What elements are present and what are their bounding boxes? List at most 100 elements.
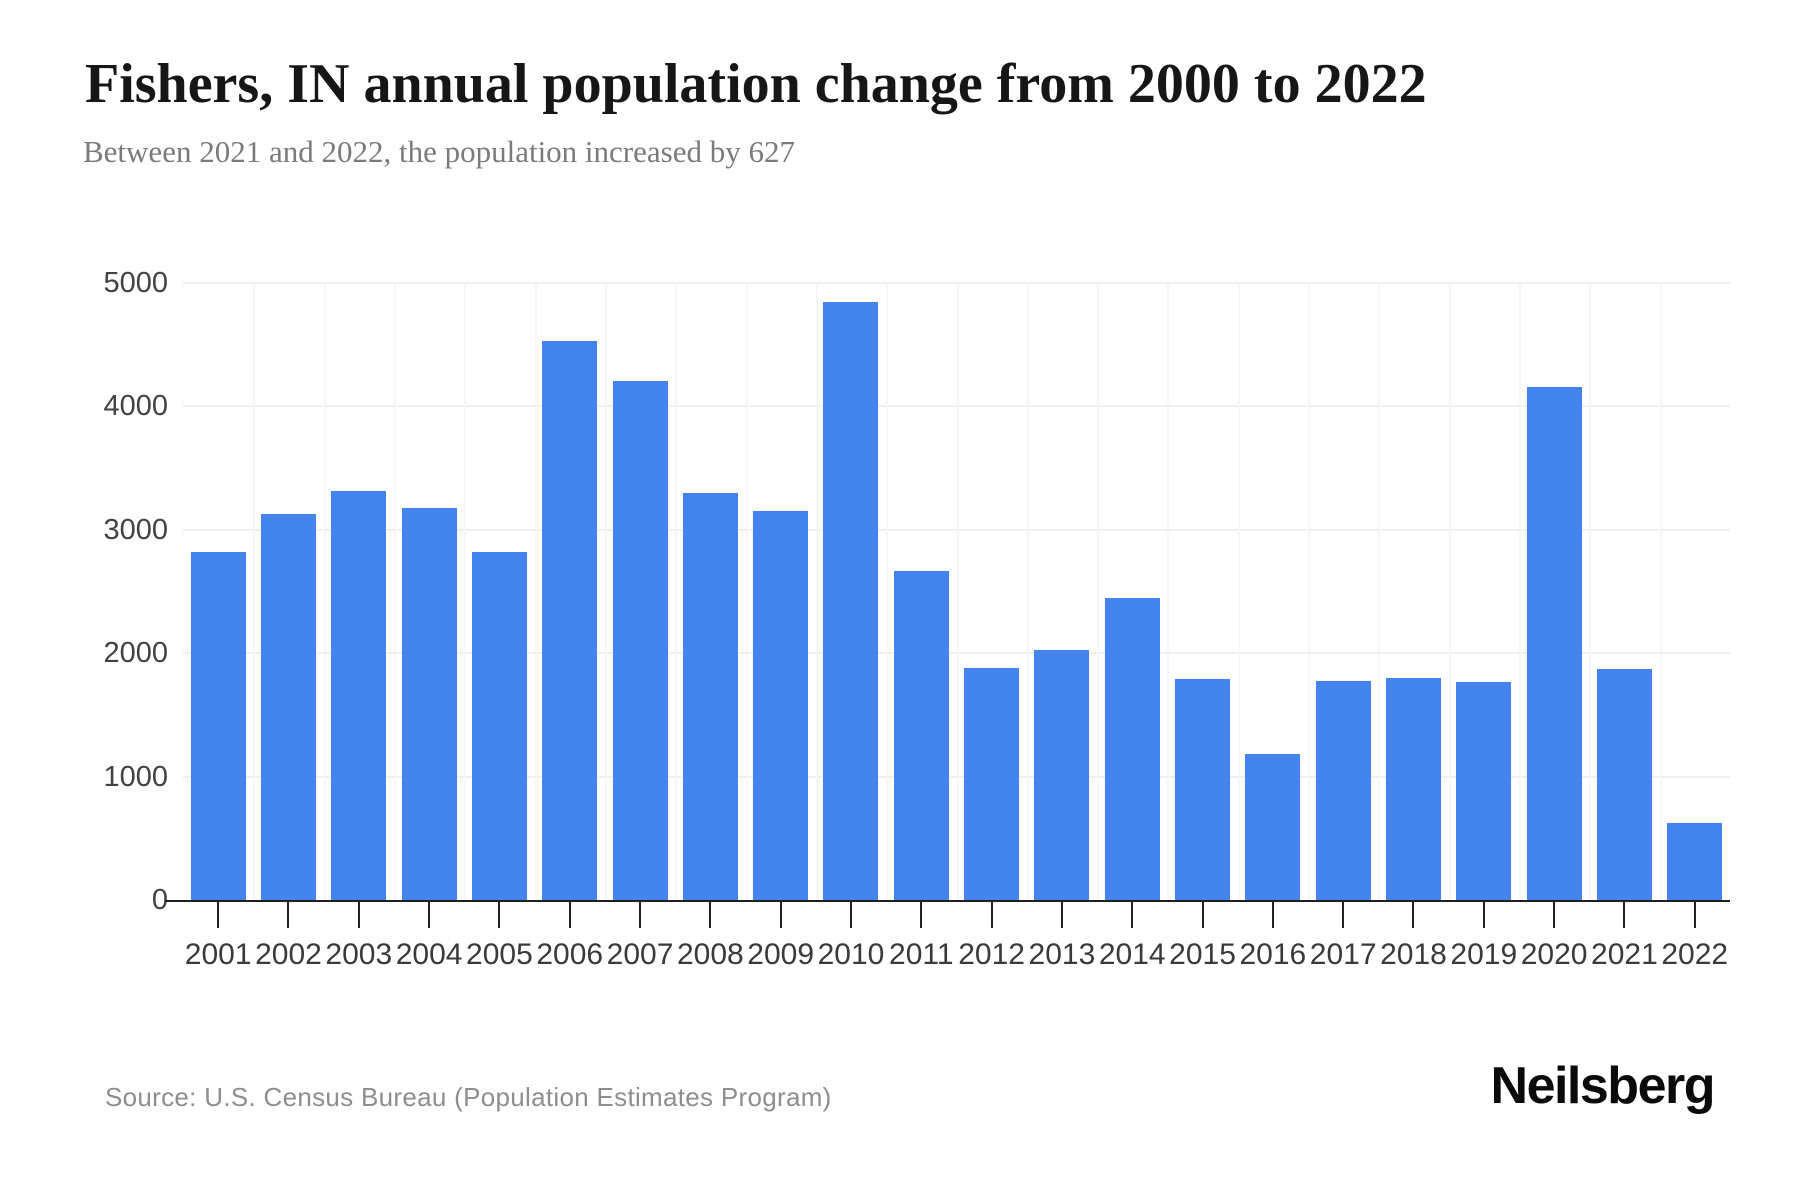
x-axis-line bbox=[165, 900, 1730, 902]
vgridline bbox=[323, 283, 326, 900]
x-axis-label-2009: 2009 bbox=[747, 938, 815, 971]
vgridline bbox=[1026, 283, 1029, 900]
bar-slot-2019 bbox=[1449, 283, 1519, 900]
bar-2001[interactable] bbox=[190, 552, 246, 900]
bar-slot-2022 bbox=[1660, 283, 1730, 900]
vgridline bbox=[604, 283, 607, 900]
bar-2010[interactable] bbox=[823, 302, 879, 900]
y-axis-labels: 5000 4000 3000 2000 1000 0 bbox=[0, 269, 168, 915]
bar-2021[interactable] bbox=[1596, 669, 1652, 900]
source-note: Source: U.S. Census Bureau (Population E… bbox=[105, 1082, 832, 1112]
x-axis-tick-2012 bbox=[990, 901, 993, 928]
x-axis-labels: 2001 2002 2003 2004 2005 2006 2007 2008 2009 2010… bbox=[183, 938, 1730, 972]
x-axis-tick-2008 bbox=[709, 901, 712, 928]
vgridline bbox=[1659, 283, 1662, 900]
x-axis-tick-2019 bbox=[1482, 901, 1485, 928]
bar-slot-2017 bbox=[1308, 283, 1378, 900]
vgridline bbox=[745, 283, 748, 900]
x-axis-label-2021: 2021 bbox=[1591, 938, 1658, 971]
bar-2017[interactable] bbox=[1315, 680, 1371, 900]
x-axis-label-2007: 2007 bbox=[606, 938, 674, 971]
bar-slot-2021 bbox=[1589, 283, 1659, 900]
x-axis-tick-2013 bbox=[1060, 901, 1063, 928]
x-axis-tick-2009 bbox=[779, 901, 782, 928]
bar-slot-2013 bbox=[1027, 283, 1097, 900]
x-axis-tick-2003 bbox=[357, 901, 360, 928]
bar-2016[interactable] bbox=[1245, 754, 1301, 900]
bar-2006[interactable] bbox=[542, 341, 598, 900]
tick-slot bbox=[253, 901, 323, 928]
x-axis-tick-2006 bbox=[568, 901, 571, 928]
bar-2019[interactable] bbox=[1456, 682, 1512, 900]
bar-slot-2016 bbox=[1238, 283, 1308, 900]
x-axis-label-2012: 2012 bbox=[958, 938, 1025, 971]
vgridline bbox=[675, 283, 678, 900]
bar-slot-2012 bbox=[956, 283, 1026, 900]
bar-slot-2010 bbox=[816, 283, 886, 900]
x-axis-tick-2018 bbox=[1412, 901, 1415, 928]
bar-slot-2018 bbox=[1378, 283, 1448, 900]
tick-slot bbox=[1449, 901, 1519, 928]
x-axis-ticks bbox=[183, 901, 1730, 928]
x-axis-tick-2002 bbox=[287, 901, 290, 928]
x-axis-tick-2021 bbox=[1623, 901, 1626, 928]
y-axis-label-1000: 1000 bbox=[103, 760, 168, 793]
bar-2012[interactable] bbox=[964, 668, 1020, 900]
bar-2004[interactable] bbox=[401, 507, 457, 900]
tick-slot bbox=[464, 901, 534, 928]
bar-2014[interactable] bbox=[1104, 598, 1160, 900]
x-axis-tick-2001 bbox=[217, 901, 220, 928]
bar-2003[interactable] bbox=[331, 490, 387, 900]
bar-slot-2005 bbox=[464, 283, 534, 900]
y-axis-label-2000: 2000 bbox=[103, 637, 168, 670]
bar-2008[interactable] bbox=[682, 492, 738, 900]
vgridline bbox=[393, 283, 396, 900]
y-axis-label-4000: 4000 bbox=[103, 390, 168, 423]
x-axis-tick-2011 bbox=[920, 901, 923, 928]
x-axis-label-2006: 2006 bbox=[536, 938, 604, 971]
bar-2002[interactable] bbox=[260, 514, 316, 900]
x-axis-label-2019: 2019 bbox=[1450, 938, 1518, 971]
x-axis-label-2016: 2016 bbox=[1239, 938, 1307, 971]
vgridline bbox=[534, 283, 537, 900]
x-axis-label-2008: 2008 bbox=[676, 938, 744, 971]
tick-slot bbox=[1238, 901, 1308, 928]
bar-slot-2015 bbox=[1167, 283, 1237, 900]
y-axis-label-5000: 5000 bbox=[103, 267, 168, 299]
x-axis-label-2004: 2004 bbox=[395, 938, 463, 971]
bar-2005[interactable] bbox=[471, 552, 527, 900]
x-axis-label-2017: 2017 bbox=[1309, 938, 1377, 971]
bar-2009[interactable] bbox=[753, 511, 809, 900]
bar-slot-2009 bbox=[746, 283, 816, 900]
tick-slot bbox=[1589, 901, 1659, 928]
tick-slot bbox=[675, 901, 745, 928]
bar-2015[interactable] bbox=[1175, 679, 1231, 900]
bar-2013[interactable] bbox=[1034, 650, 1090, 900]
bars-layer bbox=[183, 283, 1730, 900]
bar-slot-2004 bbox=[394, 283, 464, 900]
tick-slot bbox=[1308, 901, 1378, 928]
tick-slot bbox=[816, 901, 886, 928]
x-axis-label-2022: 2022 bbox=[1661, 938, 1729, 971]
bar-2022[interactable] bbox=[1667, 822, 1723, 900]
vgridline bbox=[1519, 283, 1522, 900]
vgridline bbox=[886, 283, 889, 900]
bar-2018[interactable] bbox=[1385, 677, 1441, 900]
bar-2007[interactable] bbox=[612, 380, 668, 900]
vgridline bbox=[1308, 283, 1311, 900]
chart-subtitle: Between 2021 and 2022, the population in… bbox=[83, 134, 795, 169]
tick-slot bbox=[1519, 901, 1589, 928]
bar-2020[interactable] bbox=[1526, 386, 1582, 900]
vgridline bbox=[1589, 283, 1592, 900]
x-axis-label-2013: 2013 bbox=[1028, 938, 1096, 971]
bar-slot-2007 bbox=[605, 283, 675, 900]
x-axis-label-2010: 2010 bbox=[817, 938, 885, 971]
x-axis-tick-2005 bbox=[498, 901, 501, 928]
tick-slot bbox=[535, 901, 605, 928]
vgridline bbox=[1448, 283, 1451, 900]
vgridline bbox=[815, 283, 818, 900]
plot-area bbox=[165, 282, 1730, 902]
tick-slot bbox=[394, 901, 464, 928]
bar-2011[interactable] bbox=[893, 570, 949, 900]
